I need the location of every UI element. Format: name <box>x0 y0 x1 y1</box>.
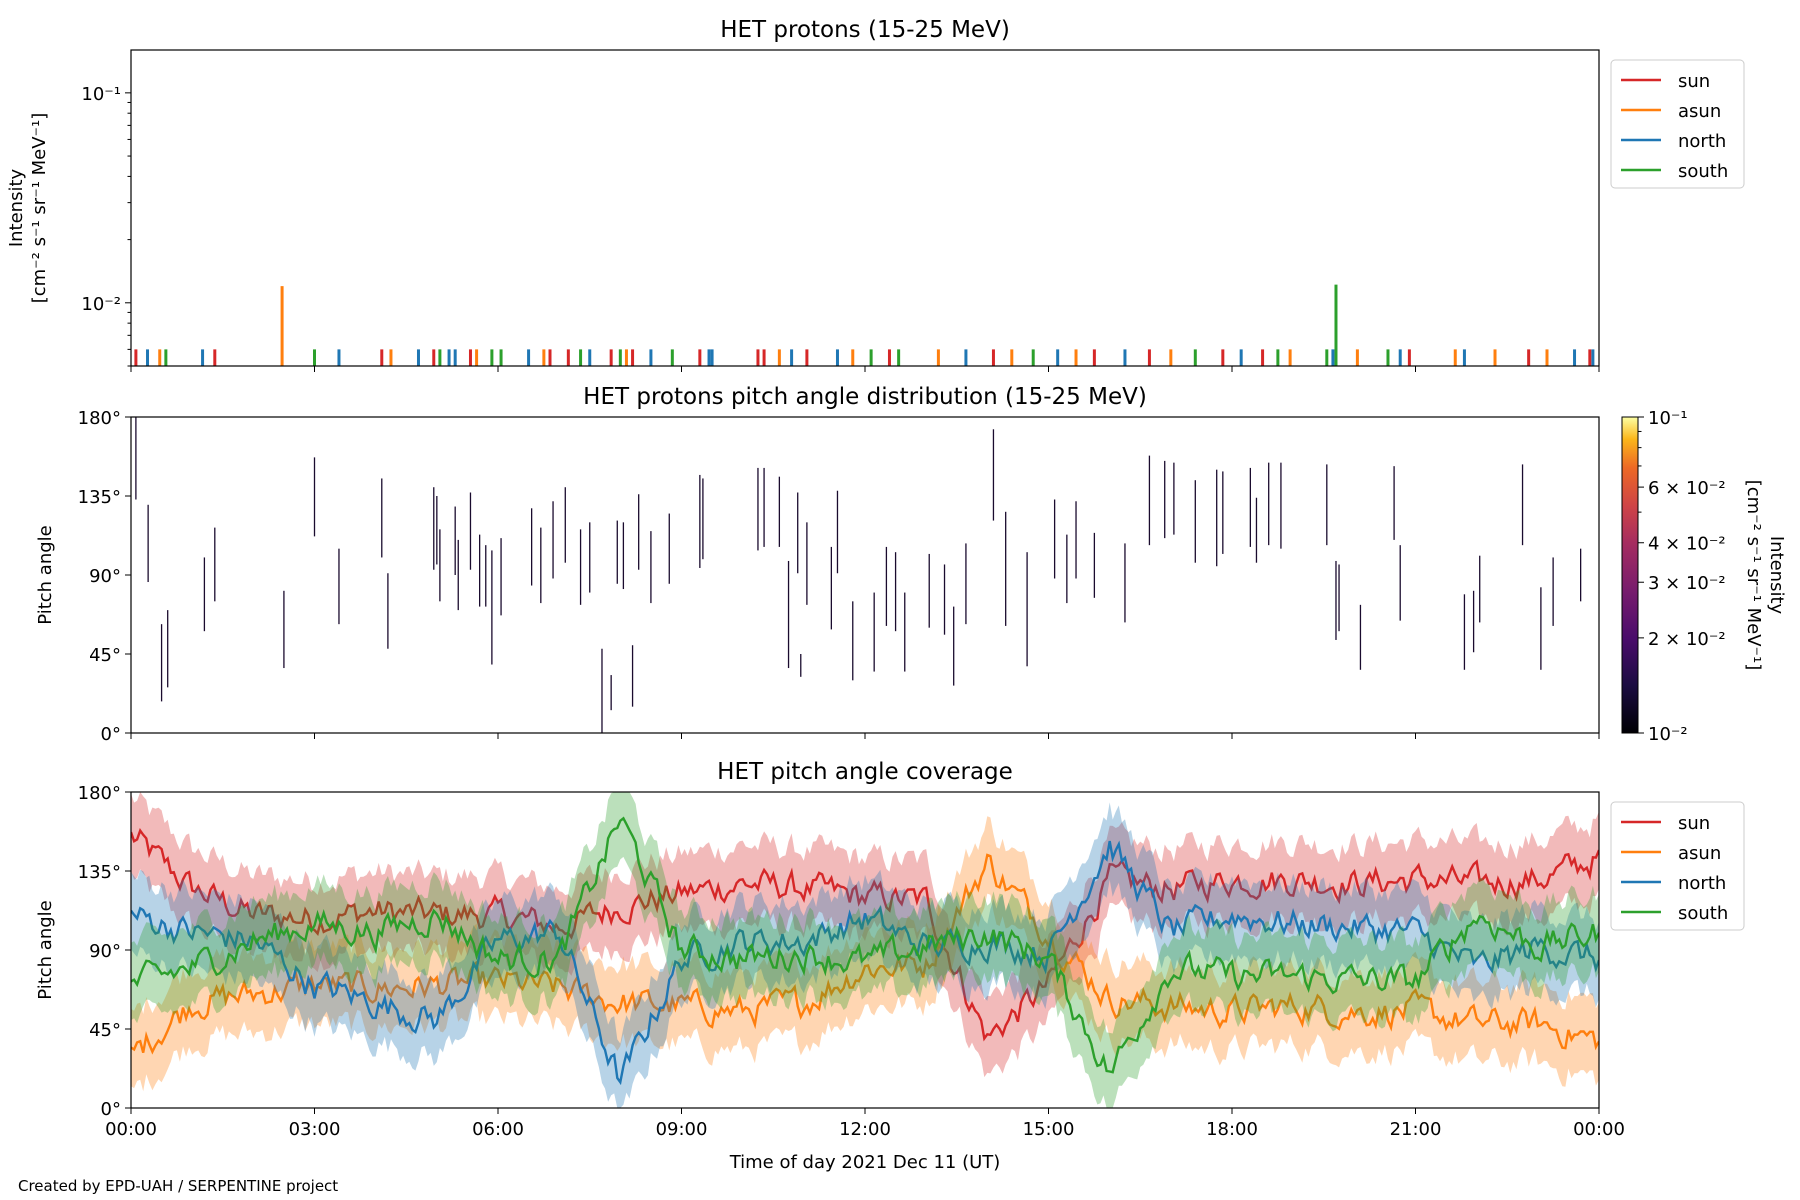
coverage-band-south <box>131 792 1599 1108</box>
coverage-line-asun <box>131 853 1599 1055</box>
x-tick-label: 00:00 <box>1573 1119 1625 1140</box>
x-tick-label: 21:00 <box>1390 1119 1442 1140</box>
x-tick-label: 15:00 <box>1023 1119 1075 1140</box>
x-tick-label: 18:00 <box>1206 1119 1258 1140</box>
legend-label-south: south <box>1678 161 1728 182</box>
x-axis-label: Time of day 2021 Dec 11 (UT) <box>729 1152 1001 1173</box>
credit-text: Created by EPD-UAH / SERPENTINE project <box>18 1177 338 1195</box>
colorbar-tick-label: 3 × 10⁻² <box>1648 573 1726 594</box>
pad-x-ticks <box>130 733 1600 739</box>
legend-label-north: north <box>1678 873 1726 894</box>
coverage-band-north <box>131 802 1599 1108</box>
x-tick-label: 12:00 <box>839 1119 891 1140</box>
coverage-y-ticks: 0° 45° 90° 135° 180° <box>78 783 131 1120</box>
y-tick-label: 45° <box>89 645 121 666</box>
legend-label-asun: asun <box>1678 101 1721 122</box>
colorbar-ticks: 10⁻² 2 × 10⁻² 3 × 10⁻² 4 × 10⁻² 6 × 10⁻² 10⁻¹ <box>1638 408 1726 745</box>
x-tick-label: 09:00 <box>656 1119 708 1140</box>
pad-y-ticks: 0° 45° 90° 135° 180° <box>78 408 131 745</box>
colorbar-tick-label: 10⁻² <box>1648 724 1688 745</box>
x-tick-label: 00:00 <box>105 1119 157 1140</box>
legend-label-north: north <box>1678 131 1726 152</box>
intensity-ylabel-line2: [cm⁻² s⁻¹ sr⁻¹ MeV⁻¹] <box>29 113 50 304</box>
colorbar-tick-label: 10⁻¹ <box>1648 408 1688 429</box>
y-tick-label: 135° <box>78 862 121 883</box>
x-tick-label: 06:00 <box>472 1119 524 1140</box>
panel-pad-frame <box>130 416 1600 734</box>
panel-coverage: HET pitch angle coverage 0° 45° 90° 135° 180… <box>35 759 1745 1140</box>
legend-intensity: sun asun north south <box>1610 59 1745 189</box>
intensity-ylabel-line1: Intensity <box>6 168 27 247</box>
colorbar-tick-label: 6 × 10⁻² <box>1648 478 1726 499</box>
y-tick-label: 10⁻² <box>81 294 121 315</box>
y-tick-label: 90° <box>89 566 121 587</box>
y-tick-label: 0° <box>101 724 121 745</box>
y-tick-label: 45° <box>89 1020 121 1041</box>
panel-intensity-frame <box>130 49 1600 367</box>
y-tick-label: 90° <box>89 941 121 962</box>
legend-label-asun: asun <box>1678 843 1721 864</box>
legend-coverage: sun asun north south <box>1610 801 1745 931</box>
y-tick-label: 180° <box>78 408 121 429</box>
panel-intensity-title: HET protons (15-25 MeV) <box>720 17 1010 43</box>
x-tick-label: 03:00 <box>289 1119 341 1140</box>
intensity-x-ticks <box>130 366 1600 372</box>
coverage-x-ticks: 00:00 03:00 06:00 09:00 12:00 15:00 18:00 21:00… <box>105 1108 1625 1140</box>
panel-pad: HET protons pitch angle distribution (15… <box>35 384 1787 745</box>
colorbar-label-line2: [cm⁻² s⁻¹ sr⁻¹ MeV⁻¹] <box>1743 480 1764 671</box>
legend-label-sun: sun <box>1678 813 1710 834</box>
legend-label-sun: sun <box>1678 71 1710 92</box>
colorbar-tick-label: 4 × 10⁻² <box>1648 534 1726 555</box>
coverage-band-asun <box>131 816 1599 1092</box>
y-tick-label: 180° <box>78 783 121 804</box>
coverage-line-south <box>131 816 1599 1074</box>
coverage-band-sun <box>131 792 1599 1078</box>
coverage-series <box>131 792 1599 1108</box>
legend-label-south: south <box>1678 903 1728 924</box>
pad-ylabel: Pitch angle <box>35 525 56 624</box>
intensity-y-ticks: 10⁻² 10⁻¹ <box>81 84 131 367</box>
panel-intensity: HET protons (15-25 MeV) 10⁻² 10⁻¹ Intensi… <box>6 17 1745 372</box>
y-tick-label: 0° <box>101 1099 121 1120</box>
coverage-line-sun <box>131 828 1599 1042</box>
y-tick-label: 135° <box>78 487 121 508</box>
intensity-spikes <box>134 284 1595 366</box>
coverage-line-north <box>131 840 1599 1086</box>
y-tick-label: 10⁻¹ <box>81 84 121 105</box>
panel-pad-title: HET protons pitch angle distribution (15… <box>583 384 1147 410</box>
colorbar-label-line1: Intensity <box>1766 536 1787 615</box>
colorbar-tick-label: 2 × 10⁻² <box>1648 629 1726 650</box>
panel-coverage-title: HET pitch angle coverage <box>717 759 1013 785</box>
legend-box <box>1610 801 1745 931</box>
coverage-ylabel: Pitch angle <box>35 900 56 999</box>
pad-segments <box>135 417 1582 733</box>
legend-box <box>1610 59 1745 189</box>
colorbar <box>1621 416 1639 734</box>
